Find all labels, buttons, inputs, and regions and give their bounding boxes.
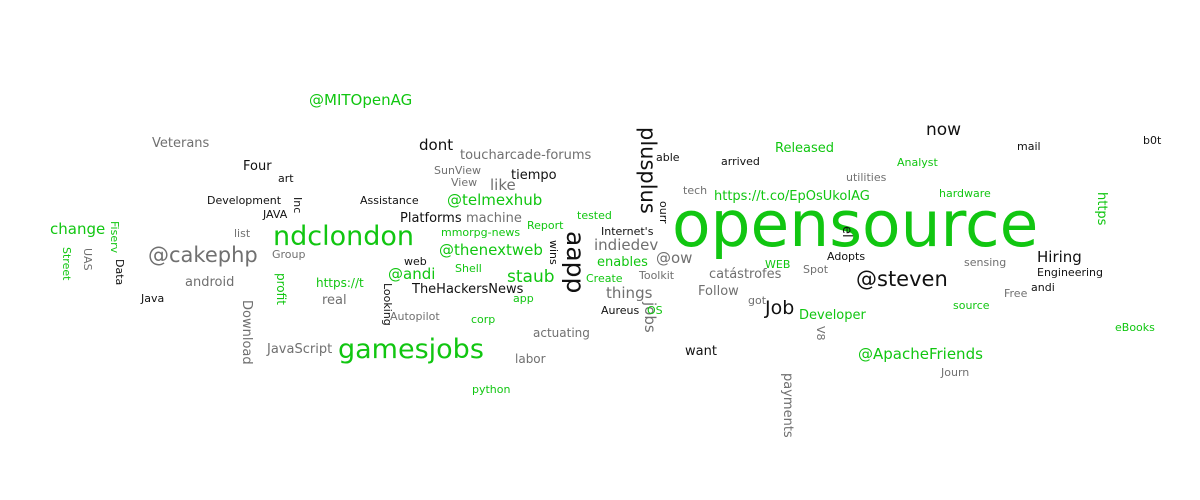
cloud-word: like [490,176,516,194]
cloud-word: Spot [803,263,829,276]
cloud-word: aapp [561,231,590,294]
cloud-word: art [278,172,294,185]
cloud-word: payments [780,373,795,438]
cloud-word: Four [243,159,272,174]
cloud-word: wins [547,240,560,265]
cloud-word: Toolkit [639,269,675,282]
cloud-word: machine [466,211,522,226]
cloud-word: https://t [316,276,364,290]
cloud-word: el [839,226,854,238]
cloud-word: @ow [656,249,693,267]
cloud-word: UAS [81,248,94,271]
cloud-word: Assistance [360,194,419,207]
cloud-word: Autopilot [390,310,440,323]
cloud-word: gamesjobs [338,334,484,365]
cloud-word: labor [515,352,546,366]
cloud-word: Group [272,248,306,261]
cloud-word: now [926,120,962,140]
cloud-word: @steven [856,267,948,291]
cloud-word: profit [274,273,288,305]
cloud-word: change [50,220,106,238]
cloud-word: source [953,299,990,312]
cloud-word: plusplus [636,127,660,214]
cloud-word: @cakephp [148,243,258,267]
cloud-word: Adopts [827,250,866,263]
cloud-word: list [234,227,251,240]
cloud-word: Analyst [897,156,938,169]
cloud-word: actuating [533,326,590,340]
cloud-word: mmorpg-news [441,226,521,239]
cloud-word: JavaScript [267,342,333,357]
cloud-word: hardware [939,187,991,200]
cloud-word: ourr [657,201,670,224]
cloud-word: dont [419,136,454,154]
cloud-word: SunView [434,164,482,177]
cloud-word: Aureus [601,304,640,317]
cloud-word: https://t.co/EpOsUkoIAG [714,189,870,204]
cloud-word: Veterans [152,136,210,151]
cloud-word: web [404,255,427,268]
cloud-word: Report [527,219,564,232]
cloud-word: @andi [388,265,436,283]
cloud-word: TheHackersNews [412,282,524,297]
cloud-word: V8 [814,326,827,341]
cloud-word: opensource [672,188,1039,261]
cloud-word: android [185,275,235,290]
cloud-word: https [1094,192,1109,226]
cloud-word: Free [1004,287,1028,300]
cloud-word: Java [141,292,165,305]
cloud-word: @MITOpenAG [309,91,413,109]
cloud-word: app [513,292,534,305]
cloud-word: tested [577,209,612,222]
cloud-word: Released [775,141,835,156]
cloud-word: @thenextweb [439,241,543,259]
cloud-word: Hiring [1037,248,1082,266]
cloud-word: b0t [1143,134,1162,147]
cloud-word: enables [597,255,648,270]
cloud-word: @ApacheFriends [858,345,983,363]
cloud-word: python [472,383,511,396]
cloud-word: WEB [765,258,791,271]
cloud-word: @telmexhub [447,191,543,209]
cloud-word: Internet's [601,225,654,238]
cloud-word: andi [1031,281,1055,294]
cloud-word: got [748,294,767,307]
cloud-word: Fiserv [108,221,121,254]
cloud-word: able [656,151,680,164]
cloud-word: Journ [941,366,970,379]
cloud-word: corp [471,313,496,326]
cloud-word: ndclondon [273,221,414,252]
cloud-word: eBooks [1115,321,1155,334]
cloud-word: Engineering [1037,266,1103,279]
cloud-word: Follow [698,284,739,299]
cloud-word: sensing [964,256,1007,269]
cloud-word: Platforms [400,211,462,226]
cloud-word: indiedev [594,236,659,254]
cloud-word: utilities [846,171,887,184]
cloud-word: Street [60,247,73,281]
cloud-word: Download [239,300,254,365]
cloud-word: mail [1017,140,1041,153]
cloud-word: JAVA [263,208,288,221]
cloud-word: toucharcade-forums [460,148,592,163]
cloud-word: View [451,176,478,189]
cloud-word: Create [586,272,623,285]
cloud-word: Inc [291,197,304,214]
cloud-word: real [322,293,347,308]
cloud-word: arrived [721,155,760,168]
cloud-word: want [685,344,717,359]
cloud-word: Developer [799,308,866,323]
cloud-word: tiempo [511,168,557,183]
cloud-word: Job [765,297,795,319]
cloud-word: tech [683,184,708,197]
cloud-word: catástrofes [709,267,782,282]
cloud-word: OS [647,304,663,317]
cloud-word: things [606,284,653,302]
cloud-word: Shell [455,262,482,275]
cloud-word: staub [507,267,555,287]
cloud-word: Development [207,194,282,207]
cloud-word: Data [113,259,126,286]
